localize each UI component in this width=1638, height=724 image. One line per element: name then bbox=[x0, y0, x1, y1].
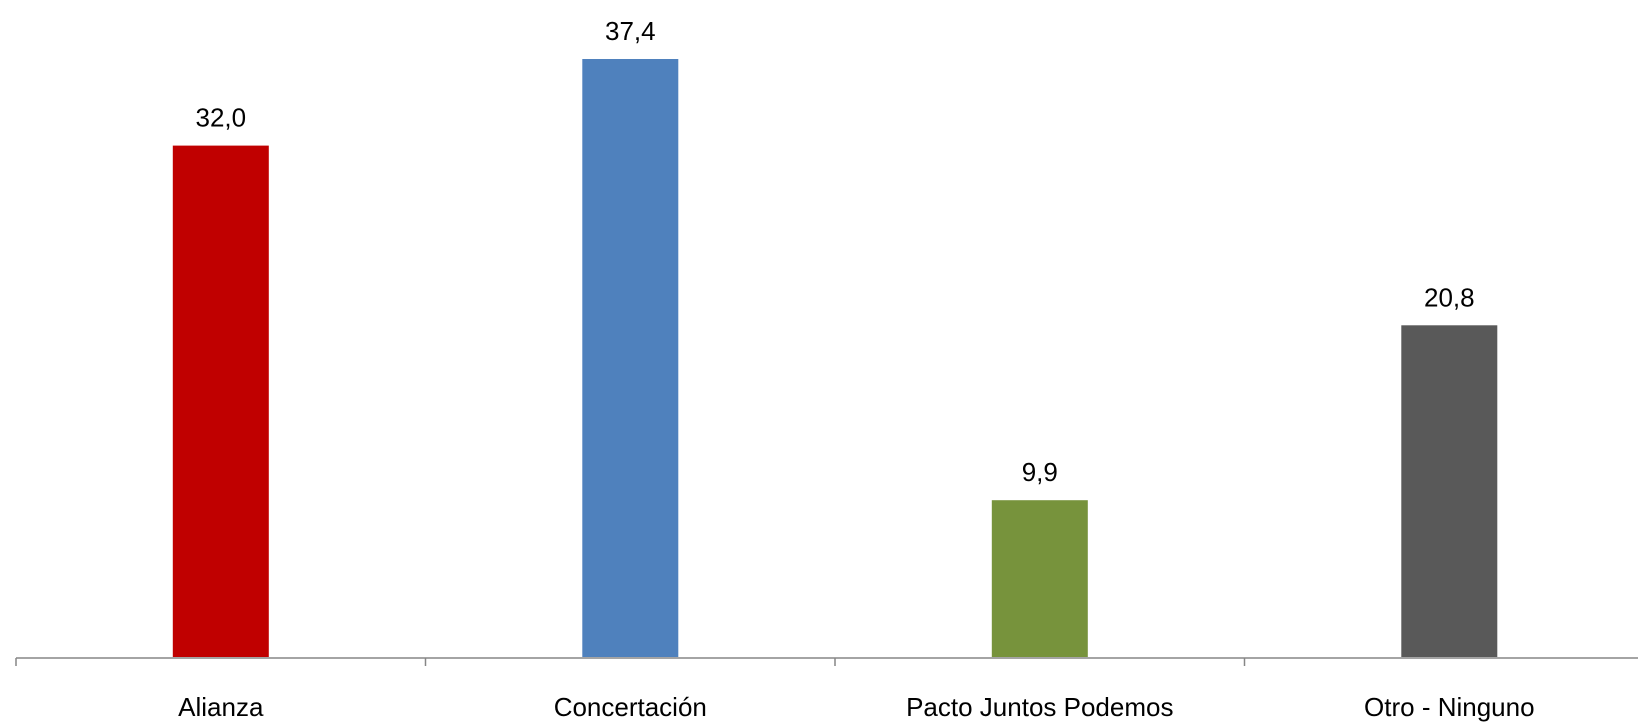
tick-label-pacto-juntos-podemos: Pacto Juntos Podemos bbox=[906, 692, 1173, 722]
bar-pacto-juntos-podemos bbox=[989, 498, 1090, 660]
bars-group bbox=[170, 57, 1500, 660]
tick-label-concertacion: Concertación bbox=[554, 692, 707, 722]
value-label-pacto-juntos-podemos: 9,9 bbox=[1022, 457, 1058, 487]
x-axis-tick-labels: Alianza Concertación Pacto Juntos Podemos O… bbox=[178, 692, 1534, 722]
bar-alianza bbox=[170, 143, 271, 660]
value-labels-group: 32,0 37,4 9,9 20,8 bbox=[195, 16, 1474, 487]
value-label-alianza: 32,0 bbox=[195, 103, 246, 133]
tick-label-otro-ninguno: Otro - Ninguno bbox=[1364, 692, 1535, 722]
bar-otro-ninguno bbox=[1399, 323, 1500, 659]
value-label-otro-ninguno: 20,8 bbox=[1424, 282, 1475, 312]
value-label-concertacion: 37,4 bbox=[605, 16, 656, 46]
bar-concertacion bbox=[580, 57, 681, 659]
x-axis-ticks bbox=[15, 658, 1246, 666]
tick-label-alianza: Alianza bbox=[178, 692, 264, 722]
